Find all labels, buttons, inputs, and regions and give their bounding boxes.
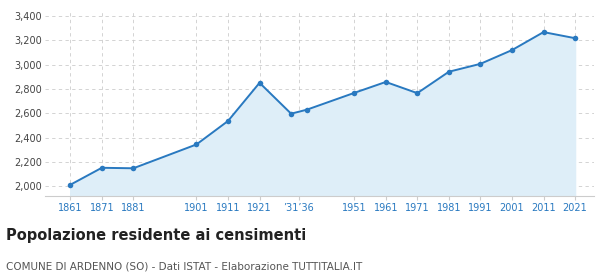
- Point: [349, 91, 359, 95]
- Point: [128, 166, 138, 171]
- Point: [476, 62, 485, 66]
- Text: Popolazione residente ai censimenti: Popolazione residente ai censimenti: [6, 228, 306, 243]
- Point: [223, 119, 233, 123]
- Point: [444, 69, 454, 74]
- Point: [381, 80, 391, 84]
- Point: [539, 30, 548, 34]
- Text: COMUNE DI ARDENNO (SO) - Dati ISTAT - Elaborazione TUTTITALIA.IT: COMUNE DI ARDENNO (SO) - Dati ISTAT - El…: [6, 262, 362, 272]
- Point: [255, 81, 265, 85]
- Point: [413, 91, 422, 95]
- Point: [302, 108, 311, 112]
- Point: [191, 142, 201, 147]
- Point: [570, 36, 580, 40]
- Point: [97, 165, 107, 170]
- Point: [286, 111, 296, 116]
- Point: [507, 48, 517, 52]
- Point: [65, 183, 75, 187]
